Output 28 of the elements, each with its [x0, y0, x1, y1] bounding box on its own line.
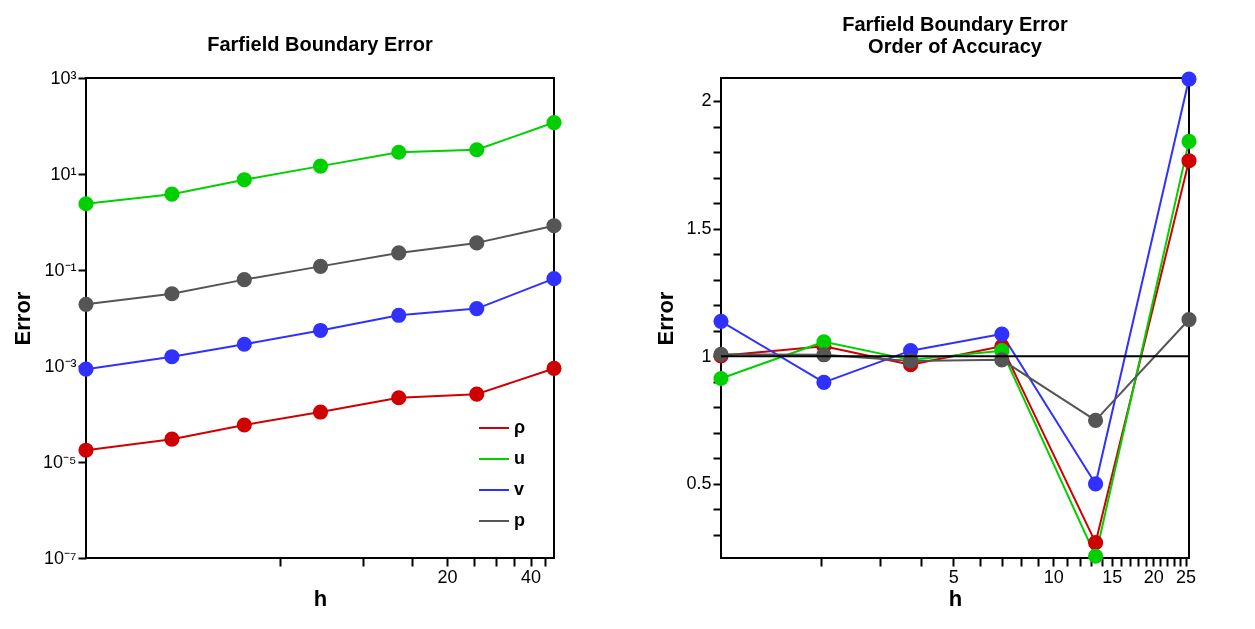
y-tick-label: 1	[701, 345, 712, 366]
y-tick-label: 10³	[50, 67, 77, 88]
x-tick-label: 20	[437, 566, 458, 587]
y-axis-title: Error	[653, 291, 679, 346]
x-tick-label: 15	[1102, 566, 1123, 587]
x-axis-title: h	[948, 585, 963, 611]
x-tick-label: 40	[521, 566, 542, 587]
y-tick-label: 2	[701, 90, 712, 111]
x-tick-label: 10	[1043, 566, 1064, 587]
legend-label: ρ	[514, 417, 526, 437]
x-tick-label: 20	[1143, 566, 1164, 587]
chart-title: Farfield Boundary Error	[207, 33, 434, 55]
chart-subtitle: Order of Accuracy	[868, 35, 1043, 58]
legend-label: p	[514, 510, 525, 530]
y-tick-label: 10⁻⁷	[43, 547, 77, 568]
y-tick-label: 1.5	[686, 218, 712, 239]
legend-label: u	[514, 448, 525, 468]
x-tick-label: 5	[948, 566, 959, 587]
y-tick-label: 10¹	[50, 163, 77, 184]
y-tick-label: 10⁻⁵	[43, 451, 77, 472]
y-axis-title: Error	[10, 291, 36, 346]
legend-label: v	[514, 479, 525, 499]
y-tick-label: 0.5	[686, 473, 712, 494]
y-tick-label: 10⁻³	[44, 355, 77, 376]
x-axis-title: h	[313, 585, 328, 611]
chart-title: Farfield Boundary Error	[842, 13, 1069, 36]
x-tick-label: 25	[1176, 566, 1197, 587]
y-tick-label: 10⁻¹	[44, 259, 77, 280]
